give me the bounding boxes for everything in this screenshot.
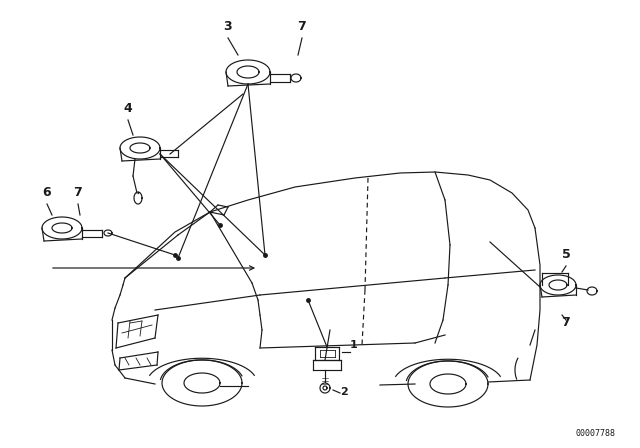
Text: 7: 7 xyxy=(298,20,307,33)
Text: 7: 7 xyxy=(562,316,570,329)
Text: 6: 6 xyxy=(43,186,51,199)
Text: 4: 4 xyxy=(124,102,132,115)
Text: 2: 2 xyxy=(340,387,348,397)
Text: 3: 3 xyxy=(224,20,232,33)
Text: 1: 1 xyxy=(350,340,358,350)
Text: 5: 5 xyxy=(562,248,570,261)
Text: 7: 7 xyxy=(74,186,83,199)
Text: 00007788: 00007788 xyxy=(575,429,615,438)
